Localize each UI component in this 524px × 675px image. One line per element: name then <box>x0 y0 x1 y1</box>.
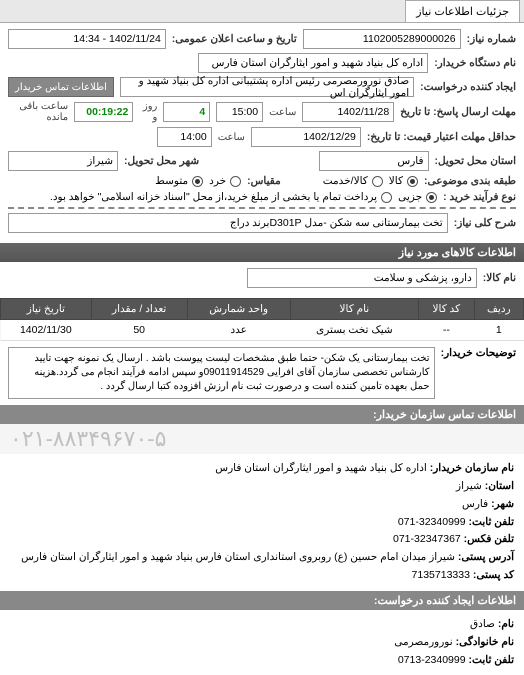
req-contact-header: اطلاعات ایجاد کننده درخواست: <box>0 591 524 610</box>
radio-icon <box>426 192 437 203</box>
delivery-province: فارس <box>319 151 429 171</box>
phone-k: تلفن ثابت: <box>469 516 514 528</box>
fax-v: 32347367-071 <box>393 533 461 545</box>
table-cell: عدد <box>187 320 290 341</box>
scale-label: مقیاس: <box>247 175 281 187</box>
goods-table: ردیفکد کالانام کالاواحد شمارشتعداد / مقد… <box>0 298 524 341</box>
need-title-field: تخت بیمارستانی سه شکن -مدل D301Pبرند درا… <box>8 213 448 233</box>
deadline-to-time: 15:00 <box>216 102 263 122</box>
buyer-label: نام دستگاه خریدار: <box>434 57 516 69</box>
goods-section-header: اطلاعات کالاهای مورد نیاز <box>0 243 524 262</box>
table-cell: 1 <box>474 320 523 341</box>
table-cell: 1402/11/30 <box>1 320 92 341</box>
offer-khadamat-radio[interactable]: کالا/خدمت <box>323 175 383 187</box>
org-contact-header: اطلاعات تماس سازمان خریدار: <box>0 405 524 424</box>
buyer-field: اداره کل بنیاد شهید و امور ایثارگران است… <box>198 53 428 73</box>
offer-kala-label: کالا <box>389 175 403 187</box>
days-remain-label: روز و <box>139 101 157 123</box>
org-name-k: نام سازمان خریدار: <box>430 462 514 474</box>
table-row: 1--شیک تخت بستریعدد501402/11/30 <box>1 320 524 341</box>
payment-full-radio[interactable]: جزیی <box>398 191 437 203</box>
payment-full-label: جزیی <box>398 191 422 203</box>
offer-khadamat-label: کالا/خدمت <box>323 175 368 187</box>
req-name-k: نام: <box>498 618 514 630</box>
requester-field: صادق نورورمصرمی رئیس اداره پشتیبانی ادار… <box>120 77 414 97</box>
province-v: شیراز <box>456 480 482 492</box>
req-phone-v: 2340999-0713 <box>398 654 466 666</box>
table-header: کد کالا <box>419 299 475 320</box>
time-remain-label: ساعت باقی مانده <box>8 101 68 123</box>
time-label-1: ساعت <box>269 107 296 118</box>
org-name-v: اداره کل بنیاد شهید و امور ایثارگران است… <box>215 462 427 474</box>
deadline-to-date: 1402/11/28 <box>302 102 394 122</box>
need-no-label: شماره نیاز: <box>467 33 516 45</box>
big-phone: ۰۲۱-۸۸۳۴۹۶۷۰-۵ <box>0 424 524 454</box>
need-title-label: شرح کلی نیاز: <box>454 217 516 229</box>
table-header: ردیف <box>474 299 523 320</box>
offer-type-label: طبقه بندی موضوعی: <box>424 175 516 187</box>
announce-field: 1402/11/24 - 14:34 <box>8 29 166 49</box>
need-no-field: 1102005289000026 <box>303 29 461 49</box>
post-v: 7135713333 <box>412 569 470 581</box>
scale-khord-label: خرد <box>209 175 226 187</box>
scale-motevaset-label: متوسط <box>155 175 188 187</box>
payment-label: نوع فرآیند خرید : <box>443 191 516 203</box>
req-phone-k: تلفن ثابت: <box>469 654 514 666</box>
buyer-contact-button[interactable]: اطلاعات تماس خریدار <box>8 77 114 97</box>
radio-icon <box>192 176 203 187</box>
deadline-to-label: مهلت ارسال پاسخ: تا تاریخ <box>400 106 516 118</box>
city-v: فارس <box>462 498 488 510</box>
addr-v: شیراز میدان امام حسین (ع) روبروی استاندا… <box>21 551 455 563</box>
province-k: استان: <box>485 480 514 492</box>
table-cell: -- <box>419 320 475 341</box>
least-deadline-date: 1402/12/29 <box>251 127 361 147</box>
scale-khord-radio[interactable]: خرد <box>209 175 241 187</box>
addr-k: آدرس پستی: <box>458 551 514 563</box>
delivery-province-label: استان محل تحویل: <box>435 155 516 167</box>
payment-partial-label: پرداخت تمام یا بخشی از مبلغ خرید،از محل … <box>50 191 377 203</box>
radio-icon <box>407 176 418 187</box>
org-contact-block: نام سازمان خریدار: اداره کل بنیاد شهید و… <box>0 454 524 591</box>
time-remain: 00:19:22 <box>74 102 133 122</box>
least-deadline-label: حداقل مهلت اعتبار قیمت: تا تاریخ: <box>367 131 516 143</box>
table-header: واحد شمارش <box>187 299 290 320</box>
post-k: کد پستی: <box>473 569 514 581</box>
time-label-2: ساعت <box>218 132 245 143</box>
table-cell: 50 <box>91 320 187 341</box>
radio-icon <box>230 176 241 187</box>
req-family-v: نورورمصرمی <box>394 636 452 648</box>
table-header: نام کالا <box>290 299 418 320</box>
req-family-k: نام خانوادگی: <box>456 636 514 648</box>
days-remain: 4 <box>163 102 210 122</box>
goods-name-field: دارو، پزشکی و سلامت <box>247 268 477 288</box>
announce-label: تاریخ و ساعت اعلان عمومی: <box>172 33 297 45</box>
tab-details[interactable]: جزئیات اطلاعات نیاز <box>405 0 520 22</box>
goods-name-label: نام کالا: <box>483 272 516 284</box>
delivery-city: شیراز <box>8 151 118 171</box>
requester-label: ایجاد کننده درخواست: <box>420 81 516 93</box>
payment-partial-radio[interactable]: پرداخت تمام یا بخشی از مبلغ خرید،از محل … <box>50 191 392 203</box>
fax-k: تلفن فکس: <box>464 533 514 545</box>
radio-icon <box>381 192 392 203</box>
description-label: توضیحات خریدار: <box>441 347 516 399</box>
city-k: شهر: <box>491 498 514 510</box>
offer-kala-radio[interactable]: کالا <box>389 175 418 187</box>
req-name-v: صادق <box>470 618 495 630</box>
table-header: تاریخ نیاز <box>1 299 92 320</box>
table-cell: شیک تخت بستری <box>290 320 418 341</box>
description-box: تخت بیمارستانی یک شکن- حتما طبق مشخصات ل… <box>8 347 435 399</box>
radio-icon <box>372 176 383 187</box>
scale-motevaset-radio[interactable]: متوسط <box>155 175 203 187</box>
table-header: تعداد / مقدار <box>91 299 187 320</box>
phone-v: 32340999-071 <box>398 516 466 528</box>
delivery-city-label: شهر محل تحویل: <box>124 155 199 167</box>
req-contact-block: نام: صادق نام خانوادگی: نورورمصرمی تلفن … <box>0 610 524 675</box>
least-deadline-time: 14:00 <box>157 127 212 147</box>
